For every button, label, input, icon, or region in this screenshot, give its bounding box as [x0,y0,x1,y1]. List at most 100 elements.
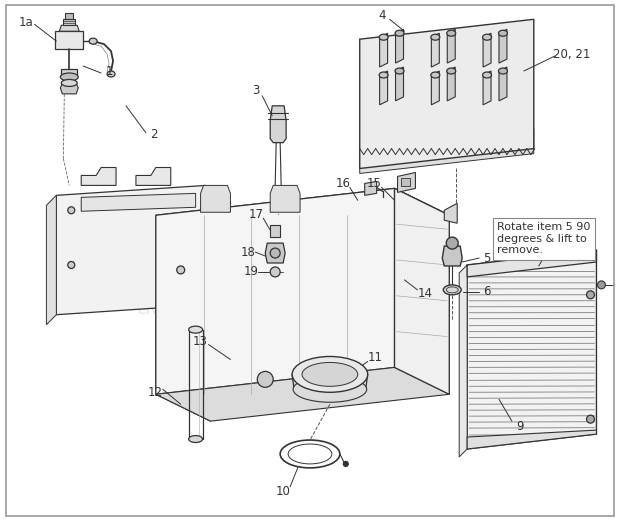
Ellipse shape [293,376,366,402]
Text: 2: 2 [150,128,157,141]
Polygon shape [270,106,286,143]
Ellipse shape [431,72,440,78]
Polygon shape [60,83,78,94]
Text: 12: 12 [148,386,162,399]
Text: 8: 8 [551,243,559,256]
Circle shape [343,462,348,466]
Circle shape [598,281,605,289]
Polygon shape [270,225,280,237]
Polygon shape [156,367,450,421]
Polygon shape [55,31,83,49]
Circle shape [257,371,273,387]
Circle shape [587,291,595,299]
Ellipse shape [379,72,388,78]
Circle shape [68,207,75,214]
Bar [401,178,410,187]
Polygon shape [81,167,116,185]
Polygon shape [467,250,596,449]
Polygon shape [499,29,507,63]
Circle shape [587,415,595,423]
Polygon shape [63,19,75,25]
Text: 9: 9 [516,419,524,432]
Text: 17: 17 [249,208,264,221]
Polygon shape [60,25,79,31]
Circle shape [270,248,280,258]
Polygon shape [442,246,462,266]
Polygon shape [379,71,388,105]
Ellipse shape [89,38,97,44]
Ellipse shape [395,30,404,36]
Polygon shape [445,203,457,223]
Ellipse shape [302,363,358,387]
Polygon shape [360,129,534,173]
Ellipse shape [482,34,492,40]
Ellipse shape [188,326,203,333]
Text: 5: 5 [484,252,491,265]
Polygon shape [265,243,285,263]
Polygon shape [46,195,56,325]
Ellipse shape [498,30,507,36]
Text: 7: 7 [532,219,539,232]
Polygon shape [156,189,394,394]
Text: 16: 16 [335,177,350,190]
Polygon shape [365,181,376,195]
Polygon shape [270,185,300,212]
Polygon shape [432,33,440,67]
Text: Rotate item 5 90
degrees & lift to
remove.: Rotate item 5 90 degrees & lift to remov… [497,222,590,255]
Circle shape [446,237,458,249]
Text: 20, 21: 20, 21 [553,47,590,60]
Ellipse shape [379,34,388,40]
Ellipse shape [482,72,492,78]
Polygon shape [360,19,534,168]
Ellipse shape [107,71,115,77]
Text: 4: 4 [379,9,386,22]
Polygon shape [447,29,455,63]
Polygon shape [396,67,404,101]
Polygon shape [201,185,231,212]
Polygon shape [65,14,73,19]
Polygon shape [81,193,196,211]
Ellipse shape [61,80,78,86]
Circle shape [270,267,280,277]
Polygon shape [379,33,388,67]
Circle shape [177,266,185,274]
Polygon shape [156,215,211,421]
Ellipse shape [431,34,440,40]
Polygon shape [467,250,596,277]
Text: 15: 15 [366,177,381,190]
Ellipse shape [447,68,456,74]
Polygon shape [156,189,450,242]
Text: 10: 10 [276,485,291,498]
Text: 14: 14 [418,287,433,300]
Polygon shape [394,189,450,394]
Polygon shape [483,33,491,67]
Polygon shape [483,71,491,105]
Text: 1a: 1a [19,16,34,29]
Polygon shape [396,29,404,63]
Ellipse shape [60,73,78,81]
Polygon shape [459,265,467,457]
Ellipse shape [447,30,456,36]
Ellipse shape [188,436,203,442]
Text: eReplacementParts.com: eReplacementParts.com [137,302,324,317]
Text: 18: 18 [241,245,256,258]
Polygon shape [394,189,450,394]
Polygon shape [136,167,170,185]
Polygon shape [61,69,78,77]
Text: 19: 19 [244,265,259,278]
Text: 6: 6 [484,286,491,299]
Polygon shape [447,67,455,101]
Ellipse shape [498,68,507,74]
Ellipse shape [443,285,461,295]
Text: 11: 11 [368,351,383,364]
Polygon shape [432,71,440,105]
Polygon shape [397,172,415,192]
Ellipse shape [292,356,368,392]
Text: 1: 1 [105,65,113,78]
Text: 3: 3 [252,84,260,97]
Polygon shape [499,67,507,101]
Polygon shape [467,430,596,449]
Polygon shape [56,185,206,315]
Circle shape [68,262,75,268]
Ellipse shape [395,68,404,74]
